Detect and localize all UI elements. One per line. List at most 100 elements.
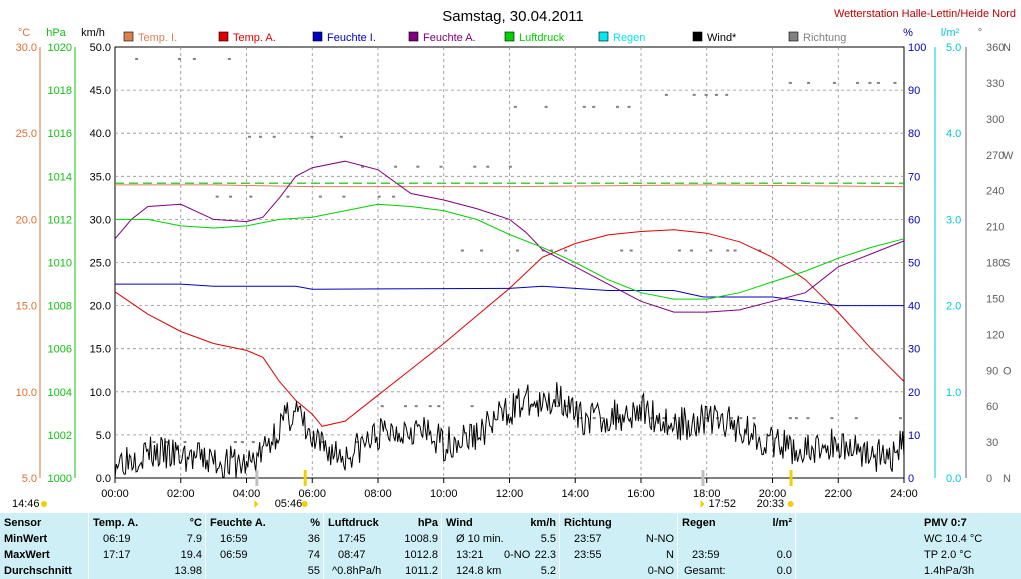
stats-row-label: MaxWert	[4, 549, 50, 561]
stats-col-pmv: PMV 0:7 WC 10.4 °C TP 2.0 °C 1.4hPa/3h	[795, 513, 1021, 579]
stats-header: Temp. A.	[93, 517, 139, 529]
x-tick-label: 14:00	[561, 488, 589, 500]
stats-time: 23:59	[692, 549, 720, 561]
x-tick-label: 16:00	[627, 488, 655, 500]
stats-value: 55	[307, 565, 320, 577]
stats-row-label: MinWert	[4, 533, 48, 545]
stats-value: 0.0	[776, 549, 792, 561]
rain-tick-label: 1.0	[946, 387, 961, 399]
stats-col-wind: Wind km/h Ø 10 min. 5.5 13:21 0-NO 22.3 124.…	[441, 513, 560, 579]
wind-tick-label: 15.0	[90, 344, 111, 356]
direction-tick-label: N	[1003, 42, 1011, 54]
pressure-tick-label: 1002	[48, 430, 72, 442]
temp-tick-label: 20.0	[16, 214, 37, 226]
x-tick-label: 00:00	[101, 488, 129, 500]
legend-label: Richtung	[803, 32, 846, 44]
stats-header: Sensor	[4, 517, 42, 529]
pressure-tick-label: 1012	[48, 214, 72, 226]
series-line	[115, 283, 904, 307]
direction-tick-label: 210	[986, 222, 1004, 234]
stats-value: 74	[307, 549, 320, 561]
temp-tick-label: 5.0	[22, 473, 37, 485]
x-tick-label: 20:00	[759, 488, 787, 500]
stats-header: Richtung	[564, 517, 612, 529]
x-tick-label: 08:00	[364, 488, 392, 500]
pressure-tick-label: 1010	[48, 258, 72, 270]
series-lines	[114, 160, 905, 479]
statistics-panel: Sensor MinWert MaxWert Durchschnitt Temp…	[0, 513, 1021, 579]
x-tick-label: 02:00	[167, 488, 195, 500]
humidity-tick-label: 0	[908, 473, 914, 485]
legend-swatch	[788, 31, 799, 42]
series-line	[114, 382, 905, 479]
direction-tick-label: 180	[986, 258, 1004, 270]
x-tick-label: 10:00	[430, 488, 458, 500]
pressure-tick-label: 1006	[48, 344, 72, 356]
stats-time: 16:59	[220, 533, 248, 545]
direction-tick-label: 90	[986, 365, 998, 377]
legend: Temp. I. Temp. A. Feuchte I. Feuchte A. Luft…	[123, 31, 846, 44]
chart-title: Samstag, 30.04.2011	[442, 8, 584, 25]
legend-label: Feuchte I.	[327, 32, 376, 44]
direction-tick-label: 120	[986, 329, 1004, 341]
moon-marker	[255, 470, 259, 486]
x-tick-label: 24:00	[890, 488, 918, 500]
temp-axis-unit: °C	[18, 27, 30, 39]
stats-time: 23:57	[574, 533, 602, 545]
humidity-tick-label: 30	[908, 344, 920, 356]
stats-col-humidity: Feuchte A.% 16:59 36 06:59 74 55	[205, 513, 324, 579]
legend-swatch	[504, 31, 515, 42]
wind-tick-label: 30.0	[90, 214, 111, 226]
x-tick-label: 18:00	[693, 488, 721, 500]
stats-value: 1.4hPa/3h	[924, 565, 975, 577]
stats-time: 06:59	[220, 549, 248, 561]
wind-tick-label: 50.0	[90, 42, 111, 54]
legend-swatch	[123, 31, 134, 42]
direction-tick-label: 240	[986, 186, 1004, 198]
series-line	[115, 184, 905, 188]
direction-tick-label: 150	[986, 293, 1004, 305]
stats-value: 22.3	[534, 549, 556, 561]
left-time-label: 14:46	[12, 498, 40, 510]
humidity-tick-label: 70	[908, 171, 920, 183]
stats-value: 36	[307, 533, 320, 545]
legend-label: Wind*	[707, 32, 737, 44]
legend-swatch	[408, 31, 419, 42]
moon-marker	[701, 470, 705, 486]
stats-value: 5.5	[540, 533, 556, 545]
legend-swatch	[218, 31, 229, 42]
stats-value: 7.9	[186, 533, 202, 545]
wind-tick-label: 20.0	[90, 301, 111, 313]
legend-label: Feuchte A.	[423, 32, 476, 44]
rain-tick-label: 3.0	[946, 214, 961, 226]
sun-icon	[41, 501, 47, 507]
wind-tick-label: 0.0	[96, 473, 111, 485]
rain-axis-unit: l/m²	[941, 27, 960, 39]
stats-unit: km/h	[530, 517, 556, 529]
series-line	[115, 203, 905, 300]
stats-value: 1008.9	[404, 533, 438, 545]
stats-value: 5.2	[540, 565, 556, 577]
stats-time: ^0.8hPa/h	[332, 565, 382, 577]
stats-value: 0.0	[776, 565, 792, 577]
direction-tick-label: 270	[986, 150, 1004, 162]
temp-tick-label: 25.0	[16, 128, 37, 140]
direction-axis-unit: °	[978, 27, 982, 39]
pressure-tick-label: 1020	[48, 42, 72, 54]
station-name: Wetterstation Halle-Lettin/Heide Nord	[834, 8, 1016, 20]
sunset-icon	[787, 501, 794, 507]
stats-value: N-NO	[645, 533, 674, 545]
rain-tick-label: 2.0	[946, 301, 961, 313]
sunrise-marker	[303, 470, 307, 486]
moon-icon	[254, 500, 259, 508]
pressure-tick-label: 1008	[48, 301, 72, 313]
sunrise-icon	[301, 501, 308, 507]
direction-tick-label: 330	[986, 78, 1004, 90]
direction-tick-label: N	[1003, 473, 1011, 485]
humidity-tick-label: 40	[908, 301, 920, 313]
temp-tick-label: 30.0	[16, 42, 37, 54]
humidity-axis-unit: %	[903, 27, 913, 39]
stats-unit: %	[310, 517, 320, 529]
temp-tick-label: 10.0	[16, 387, 37, 399]
stats-value: N	[666, 549, 674, 561]
